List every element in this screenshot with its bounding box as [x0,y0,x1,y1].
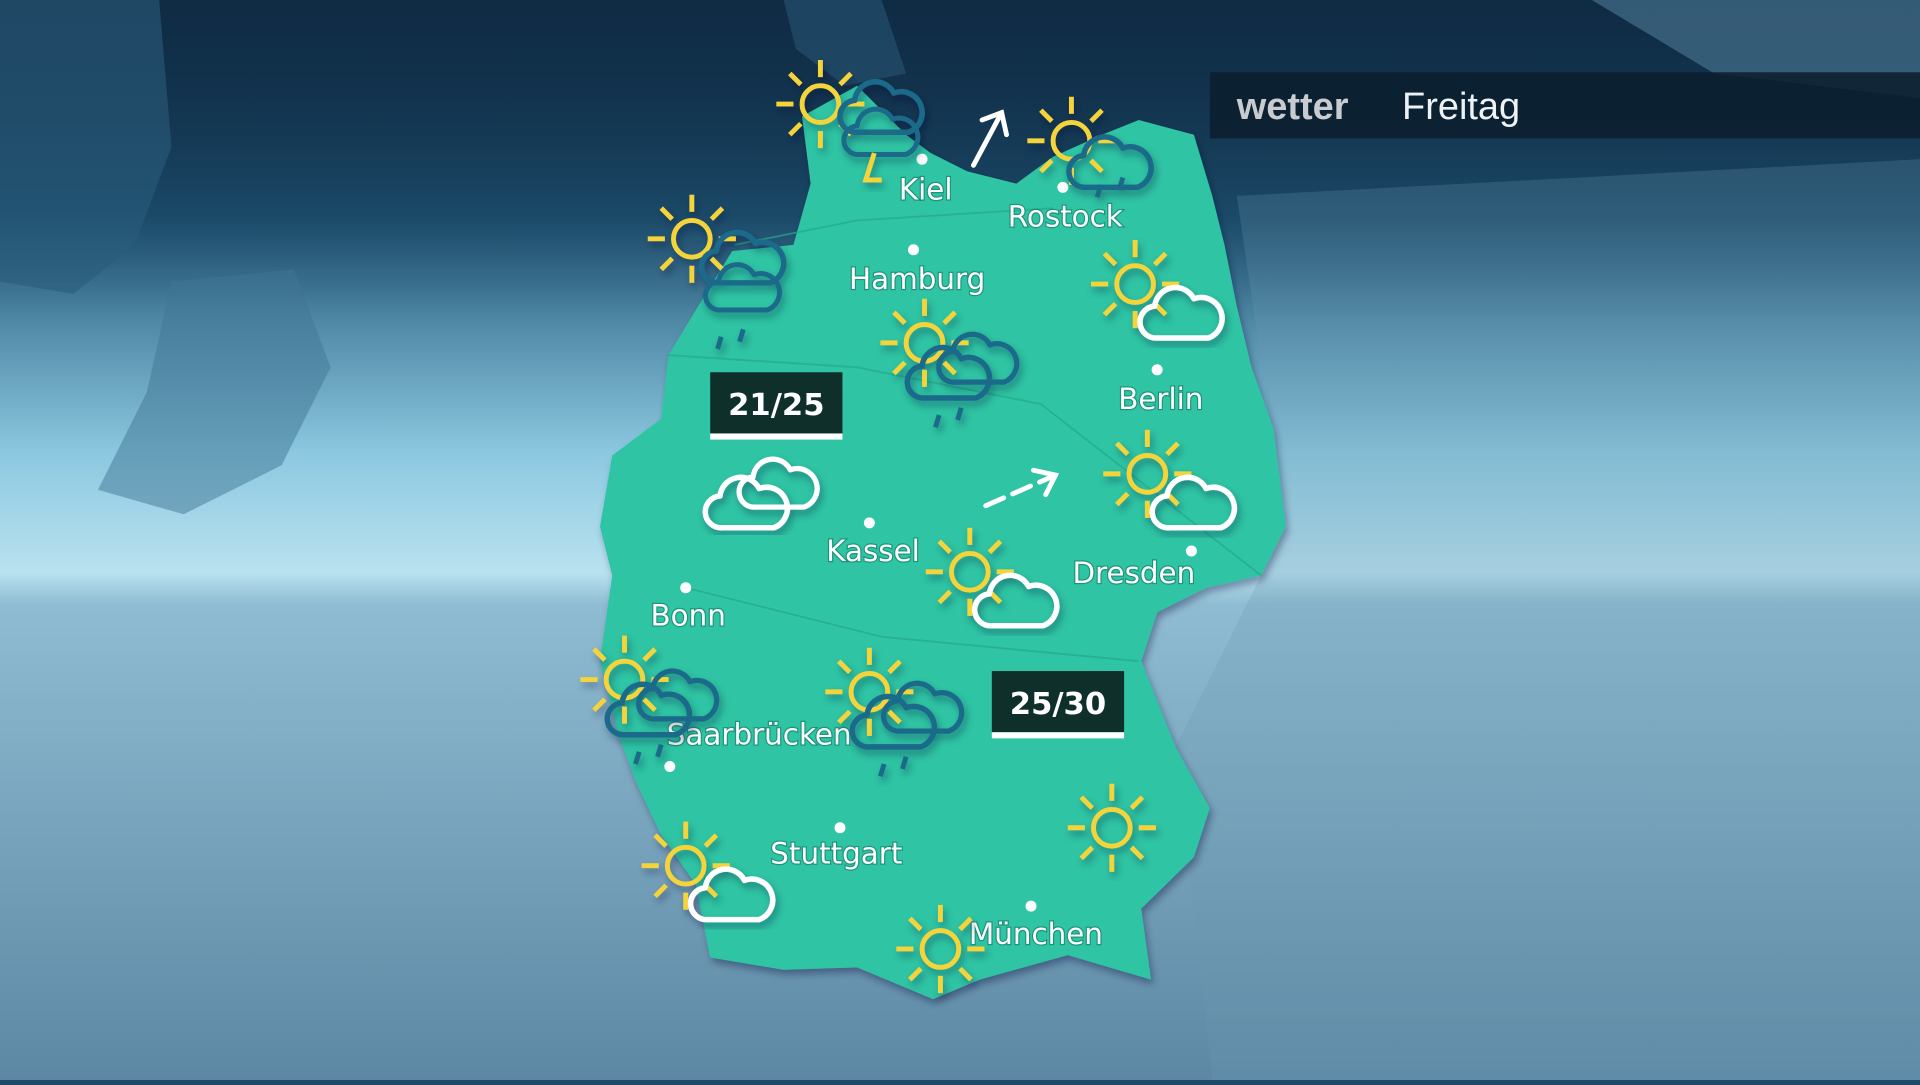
city-kiel: Kiel [898,153,954,208]
brand-logo: wetter [1236,86,1349,128]
land-uk [0,0,172,294]
city-name: Kassel [826,534,920,568]
city-labels: Kiel Rostock Hamburg Berlin Kassel Dresden Bon… [649,153,1205,952]
city-stuttgart: Stuttgart [769,822,904,871]
weather-icons [580,60,1234,993]
temperature-value: 25/30 [1010,687,1106,722]
city-hamburg: Hamburg [848,244,986,297]
city-rostock: Rostock [1007,181,1124,235]
wind-arrow-east-northeast-icon [983,467,1060,509]
city-dot [1185,545,1197,557]
city-name: Hamburg [849,262,985,296]
city-name: Stuttgart [770,836,902,870]
city-kassel: Kassel [825,517,921,569]
city-dresden: Dresden [1071,545,1197,591]
city-name: Rostock [1008,200,1123,234]
sun-thunderstorm-icon [776,60,922,183]
city-münchen: München [968,900,1104,952]
city-dot [664,761,676,773]
city-name: Saarbrücken [667,717,852,751]
city-name: Bonn [650,599,725,633]
wind-arrow-north-northeast-icon [971,109,1009,168]
city-name: Dresden [1072,556,1195,590]
city-dot [680,582,692,594]
city-dot [916,153,928,165]
city-dot [1057,181,1069,193]
city-dot [1151,364,1163,376]
city-berlin: Berlin [1117,364,1205,417]
forecast-day: Freitag [1402,86,1520,128]
city-name: Berlin [1118,382,1203,416]
lightning-icon [862,152,882,183]
temperature-value: 21/25 [728,388,824,423]
temperature-label-south: 25/30 [991,671,1125,739]
city-name: Kiel [899,173,953,207]
city-bonn: Bonn [649,582,727,634]
city-saarbrücken: Saarbrücken [664,716,853,773]
city-dot [907,244,919,256]
temperature-label-north: 21/25 [710,372,843,440]
city-dot [1025,900,1037,912]
city-dot [834,822,846,834]
land-england [97,269,331,515]
city-dot [863,517,875,529]
land-denmark [783,0,907,86]
title-bar: wetter Freitag [1209,72,1920,139]
city-name: München [969,917,1103,951]
land-east [1175,159,1920,1081]
